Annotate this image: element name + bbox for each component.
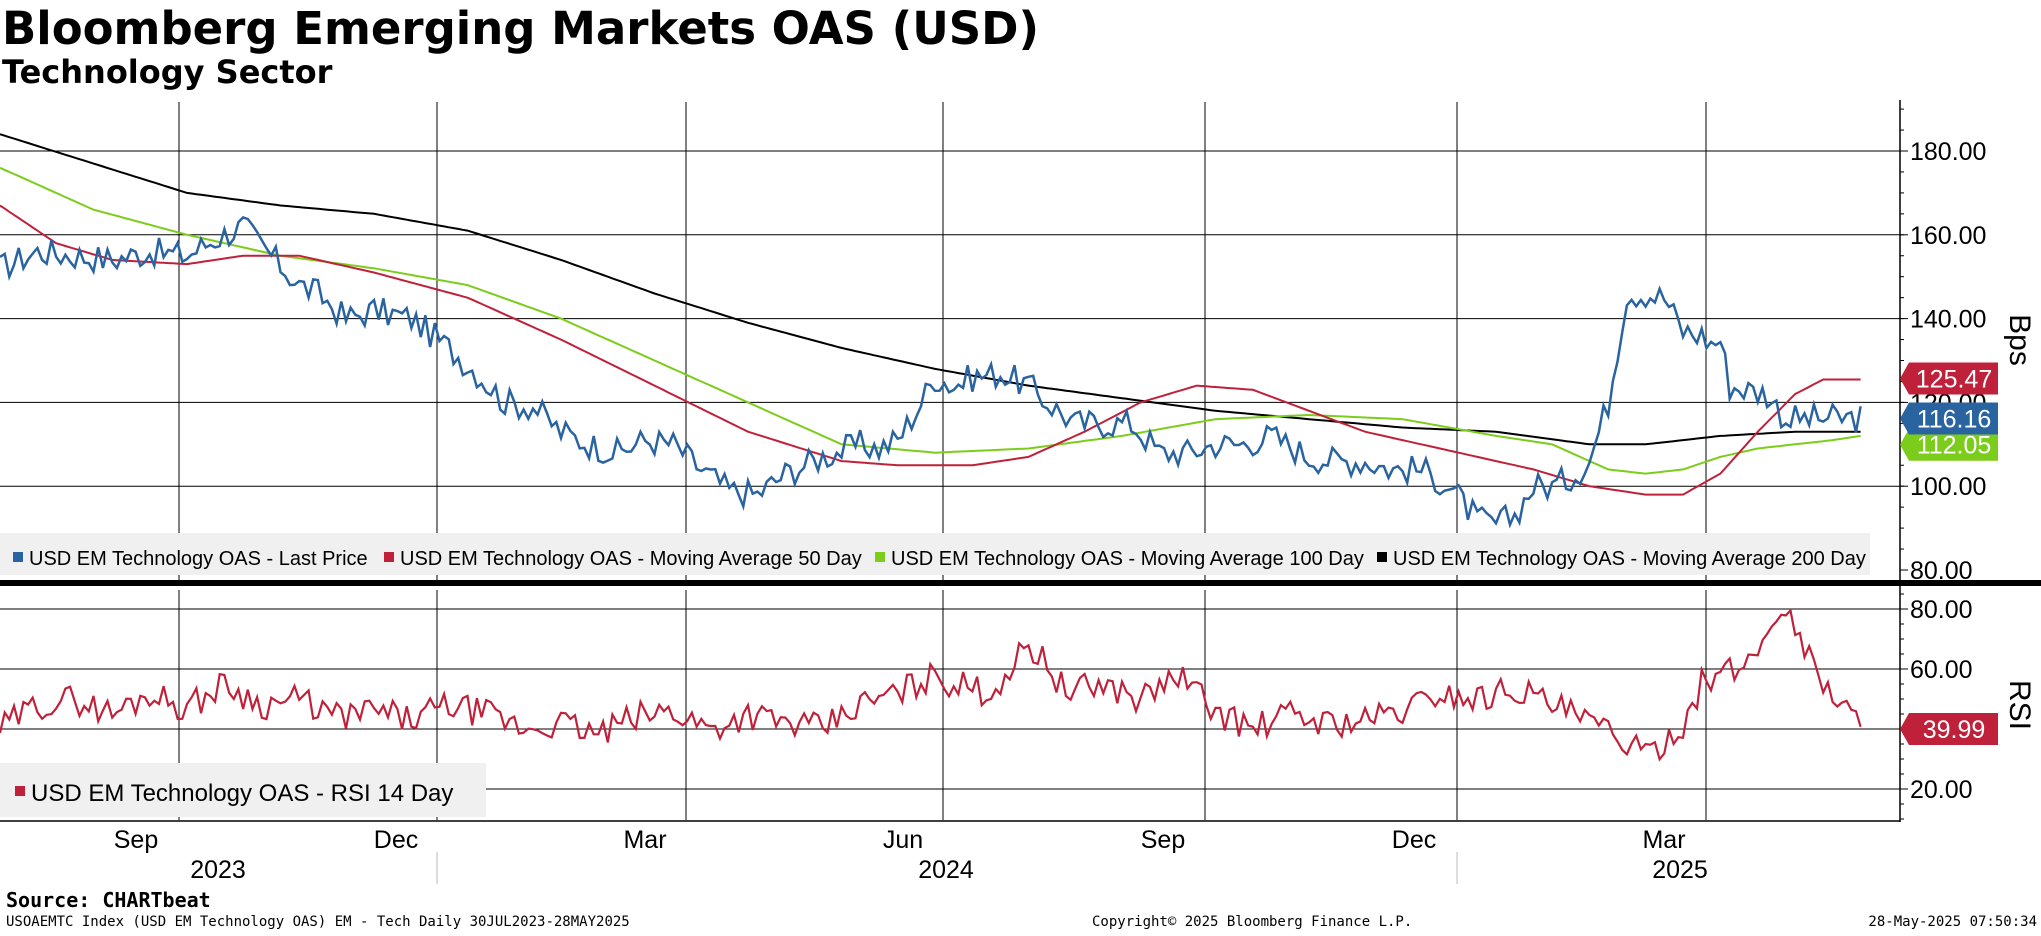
x-month-label: Sep <box>114 826 158 854</box>
timestamp: 28-May-2025 07:50:34 <box>1868 914 2037 930</box>
panel-divider <box>0 580 2041 586</box>
y-tick-lower: 20.00 <box>1910 776 1973 804</box>
ticker-info: USOAEMTC Index (USD EM Technology OAS) E… <box>6 914 630 930</box>
x-year-label: 2023 <box>190 856 246 884</box>
last-value-price-bg <box>1900 402 1998 435</box>
chart-title: Bloomberg Emerging Markets OAS (USD) <box>2 2 1040 55</box>
y-axis-title-upper: Bps <box>2003 314 2036 366</box>
legend-label-rsi: USD EM Technology OAS - RSI 14 Day <box>31 780 453 807</box>
legend-swatch-ma200 <box>1377 552 1387 562</box>
legend-lower: USD EM Technology OAS - RSI 14 Day <box>0 763 486 817</box>
chart-subtitle: Technology Sector <box>2 53 333 91</box>
y-tick-upper: 140.00 <box>1910 306 1986 334</box>
series-line-ma100 <box>0 166 1861 475</box>
x-month-label: Mar <box>623 826 666 854</box>
legend-label-ma50: USD EM Technology OAS - Moving Average 5… <box>400 548 862 570</box>
legends: USD EM Technology OAS - Last Price USD EM… <box>0 533 1870 817</box>
series-line-ma50 <box>0 204 1861 496</box>
legend-swatch-last_price <box>13 552 23 562</box>
last-value-ma50: 125.47 <box>1900 362 1998 395</box>
y-tick-lower: 60.00 <box>1910 656 1973 684</box>
last-value-rsi-bg <box>1900 713 1998 746</box>
y-tick-upper: 100.00 <box>1910 473 1986 501</box>
legend-label-last_price: USD EM Technology OAS - Last Price <box>29 548 368 570</box>
legend-swatch-rsi <box>15 786 25 796</box>
legend-upper-bg <box>0 533 1870 575</box>
chart-frame <box>0 100 2041 822</box>
x-month-label: Jun <box>883 826 923 854</box>
grid-lines <box>0 102 1900 820</box>
x-year-label: 2025 <box>1652 856 1708 884</box>
last-value-ma100-text: 112.05 <box>1917 432 1992 460</box>
legend-swatch-ma100 <box>875 552 885 562</box>
last-value-rsi-text: 39.99 <box>1923 716 1986 744</box>
y-axis-title-lower: RSI <box>2003 680 2036 730</box>
x-month-label: Mar <box>1642 826 1685 854</box>
series-line-ma200 <box>0 133 1861 446</box>
y-tick-lower: 80.00 <box>1910 596 1973 624</box>
source-note: Source: CHARTbeat <box>6 888 211 912</box>
last-value-ma50-bg <box>1900 362 1998 395</box>
last-value-ma100: 112.05 <box>1900 428 1998 461</box>
copyright: Copyright© 2025 Bloomberg Finance L.P. <box>1092 914 1413 930</box>
y-tick-upper: 180.00 <box>1910 138 1986 166</box>
last-value-ma100-bg <box>1900 428 1998 461</box>
last-value-price-text: 116.16 <box>1917 405 1992 433</box>
legend-swatch-ma50 <box>384 552 394 562</box>
legend-upper: USD EM Technology OAS - Last Price USD EM… <box>0 533 1870 575</box>
last-value-rsi: 39.99 <box>1900 713 1998 746</box>
x-month-label: Dec <box>374 826 418 854</box>
last-value-price: 116.16 <box>1900 402 1998 435</box>
y-tick-upper: 80.00 <box>1910 557 1973 585</box>
x-month-label: Dec <box>1392 826 1436 854</box>
legend-label-ma200: USD EM Technology OAS - Moving Average 2… <box>1393 548 1866 570</box>
last-value-ma50-text: 125.47 <box>1916 365 1992 393</box>
series-lines <box>0 133 1862 762</box>
series-line-rsi <box>0 608 1862 762</box>
legend-label-ma100: USD EM Technology OAS - Moving Average 1… <box>891 548 1364 570</box>
last-value-labels: 112.05 125.47 116.16 39.99 <box>1900 362 1998 746</box>
series-line-last_price <box>0 215 1862 529</box>
y-tick-upper: 160.00 <box>1910 222 1986 250</box>
legend-lower-bg <box>0 763 486 817</box>
x-month-label: Sep <box>1141 826 1185 854</box>
x-year-label: 2024 <box>918 856 974 884</box>
